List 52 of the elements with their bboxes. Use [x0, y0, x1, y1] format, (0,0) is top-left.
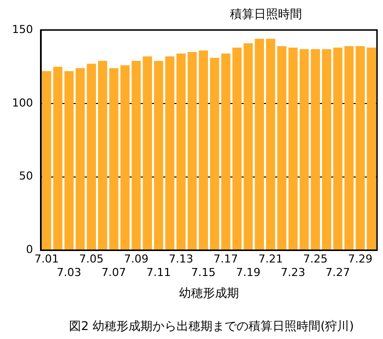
bar — [142, 56, 152, 250]
bar — [198, 50, 208, 250]
bar — [333, 48, 342, 250]
bar — [288, 48, 298, 250]
caption: 図2 幼穂形成期から出穂期までの積算日照時間(狩川) — [68, 318, 355, 335]
bar — [322, 49, 332, 250]
x-tick-label: 7.25 — [303, 252, 328, 266]
bar — [53, 66, 62, 250]
x-tick-label: 7.19 — [236, 266, 260, 279]
y-tick-label: 0 — [26, 243, 33, 256]
bar — [109, 68, 118, 250]
x-tick-label: 7.13 — [168, 252, 194, 266]
x-tick-label: 7.15 — [191, 266, 216, 279]
x-tick-label: 7.21 — [258, 252, 283, 266]
x-tick-label: 7.27 — [326, 266, 350, 279]
x-axis-title: 幼穂形成期 — [179, 286, 239, 300]
bar — [366, 48, 376, 250]
x-tick-label: 7.23 — [280, 266, 306, 279]
bar — [64, 71, 74, 250]
bar — [76, 68, 85, 250]
x-tick-label: 7.29 — [348, 252, 372, 266]
bar — [244, 43, 253, 250]
bar — [344, 46, 354, 250]
bar — [266, 38, 276, 250]
y-tick-label: 100 — [12, 96, 33, 110]
x-tick-label: 7.01 — [34, 252, 59, 266]
bar — [210, 58, 220, 250]
x-tick-label: 7.05 — [79, 252, 104, 266]
x-tick-label: 7.11 — [146, 266, 171, 279]
bar — [132, 60, 141, 250]
bar — [188, 52, 197, 250]
bar — [154, 60, 164, 250]
bar — [176, 53, 186, 250]
bar — [300, 49, 309, 250]
x-tick-label: 7.09 — [124, 252, 148, 266]
bar — [120, 65, 130, 250]
bar — [277, 46, 286, 250]
bar — [310, 49, 320, 250]
bar — [86, 64, 96, 250]
x-tick-label: 7.03 — [56, 266, 82, 279]
y-tick-label: 150 — [12, 22, 33, 36]
y-axis-title: 積算日照時間 — [230, 6, 302, 23]
x-tick-label: 7.07 — [102, 266, 126, 279]
bar — [254, 38, 264, 250]
x-tick-label: 7.17 — [214, 252, 238, 266]
y-tick-label: 50 — [18, 170, 33, 183]
bar — [98, 60, 108, 250]
bar — [42, 71, 52, 250]
bar — [165, 56, 174, 250]
bar — [232, 48, 242, 250]
bar — [356, 46, 365, 250]
bar — [221, 53, 230, 250]
